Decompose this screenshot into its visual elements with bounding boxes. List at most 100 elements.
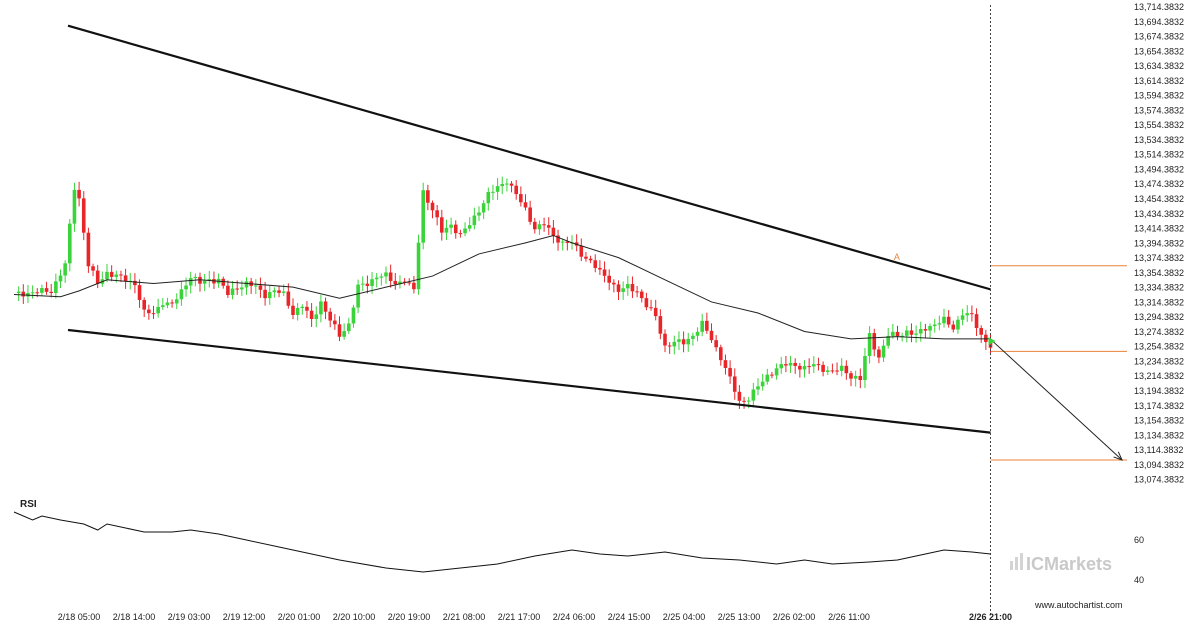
candle-body <box>360 283 365 285</box>
candle-body <box>374 277 379 280</box>
candle-body <box>686 338 691 345</box>
candle-body <box>960 315 965 320</box>
candle-body <box>798 365 802 370</box>
candle-body <box>379 276 384 278</box>
candle-body <box>272 290 277 293</box>
candle-body <box>244 281 249 288</box>
candle-body <box>16 291 21 294</box>
candle-body <box>737 391 742 401</box>
candle-body <box>491 191 495 193</box>
candle-body <box>644 298 649 308</box>
price-tick-label: 13,634.3832 <box>1134 61 1184 71</box>
candle-body <box>932 324 937 326</box>
candle-body <box>914 333 918 335</box>
rsi-tick-label: 40 <box>1134 575 1144 585</box>
candle-body <box>384 272 388 277</box>
candle-body <box>486 192 491 204</box>
candle-body <box>328 311 332 321</box>
price-axis: 13,714.3832 13,694.3832 13,674.3832 13,654.… <box>1134 2 1184 485</box>
candle-body <box>398 281 402 285</box>
candle-body <box>407 282 412 284</box>
candle-body <box>258 285 263 290</box>
candle-body <box>305 306 309 311</box>
price-tick-label: 13,414.3832 <box>1134 224 1184 234</box>
candle-body <box>867 333 872 357</box>
price-tick-label: 13,554.3832 <box>1134 120 1184 130</box>
candle-body <box>505 183 509 185</box>
candle-body <box>49 291 53 294</box>
price-tick-label: 13,234.3832 <box>1134 356 1184 366</box>
candle-body <box>565 241 570 243</box>
candle-body <box>839 365 844 371</box>
trendlines <box>67 24 991 434</box>
candle-body <box>728 367 732 377</box>
candle-body <box>281 291 286 293</box>
candle-body <box>319 301 323 315</box>
time-tick-label: 2/20 01:00 <box>278 612 321 622</box>
candle-body <box>207 279 212 281</box>
candle-body <box>802 366 807 370</box>
candle-body <box>909 330 914 335</box>
candle-body <box>161 305 165 307</box>
candle-body <box>863 356 867 381</box>
price-tick-label: 13,614.3832 <box>1134 76 1184 86</box>
candle-body <box>681 339 686 345</box>
candle-body <box>807 366 811 368</box>
candle-body <box>54 281 58 294</box>
candle-body <box>147 309 151 314</box>
candle-body <box>723 360 728 368</box>
candle-body <box>188 278 193 286</box>
candle-body <box>658 316 663 334</box>
candle-body <box>825 370 830 372</box>
candle-body <box>746 400 751 402</box>
candle-body <box>337 324 342 337</box>
candle-body <box>226 285 230 296</box>
candle-body <box>221 278 226 286</box>
candle-body <box>858 375 863 381</box>
price-tick-label: 13,294.3832 <box>1134 312 1184 322</box>
brand-logo-icon <box>1010 553 1023 570</box>
candle-body <box>35 292 40 294</box>
candle-body <box>649 307 653 309</box>
candle-body <box>765 374 770 382</box>
time-tick-label: 2/19 12:00 <box>223 612 266 622</box>
candle-body <box>974 314 979 329</box>
time-tick-label: 2/25 13:00 <box>718 612 761 622</box>
candle-body <box>151 313 156 315</box>
price-tick-label: 13,154.3832 <box>1134 416 1184 426</box>
candle-body <box>760 381 765 387</box>
candle-body <box>421 190 425 243</box>
candle-body <box>560 241 565 243</box>
candle-body <box>774 368 779 376</box>
candle-body <box>295 308 300 315</box>
price-tick-label: 13,074.3832 <box>1134 475 1184 485</box>
candle-body <box>263 289 267 299</box>
projection-arrow <box>988 337 1123 461</box>
time-tick-label: 2/26 11:00 <box>828 612 870 622</box>
price-tick-label: 13,214.3832 <box>1134 371 1184 381</box>
projection-arrow-head <box>1113 451 1123 461</box>
candle-body <box>286 291 291 306</box>
candle-body <box>458 233 463 235</box>
candle-body <box>830 370 835 372</box>
candle-body <box>588 258 593 261</box>
price-tick-label: 13,274.3832 <box>1134 327 1184 337</box>
candle-body <box>705 320 709 331</box>
candle-body <box>72 189 77 224</box>
candle-body <box>495 186 500 192</box>
price-tick-label: 13,674.3832 <box>1134 32 1184 42</box>
candle-body <box>323 301 328 312</box>
candle-body <box>300 306 305 309</box>
candle-body <box>793 362 797 366</box>
candle-body <box>77 189 81 199</box>
price-tick-label: 13,334.3832 <box>1134 283 1184 293</box>
candle-body <box>751 389 756 401</box>
candle-body <box>639 291 644 299</box>
candle-body <box>946 316 951 325</box>
candle-body <box>937 323 942 325</box>
candle-body <box>663 333 667 346</box>
price-tick-label: 13,574.3832 <box>1134 105 1184 115</box>
rsi-tick-label: 60 <box>1134 535 1144 545</box>
candle-body <box>58 275 63 282</box>
candle-body <box>86 232 91 267</box>
